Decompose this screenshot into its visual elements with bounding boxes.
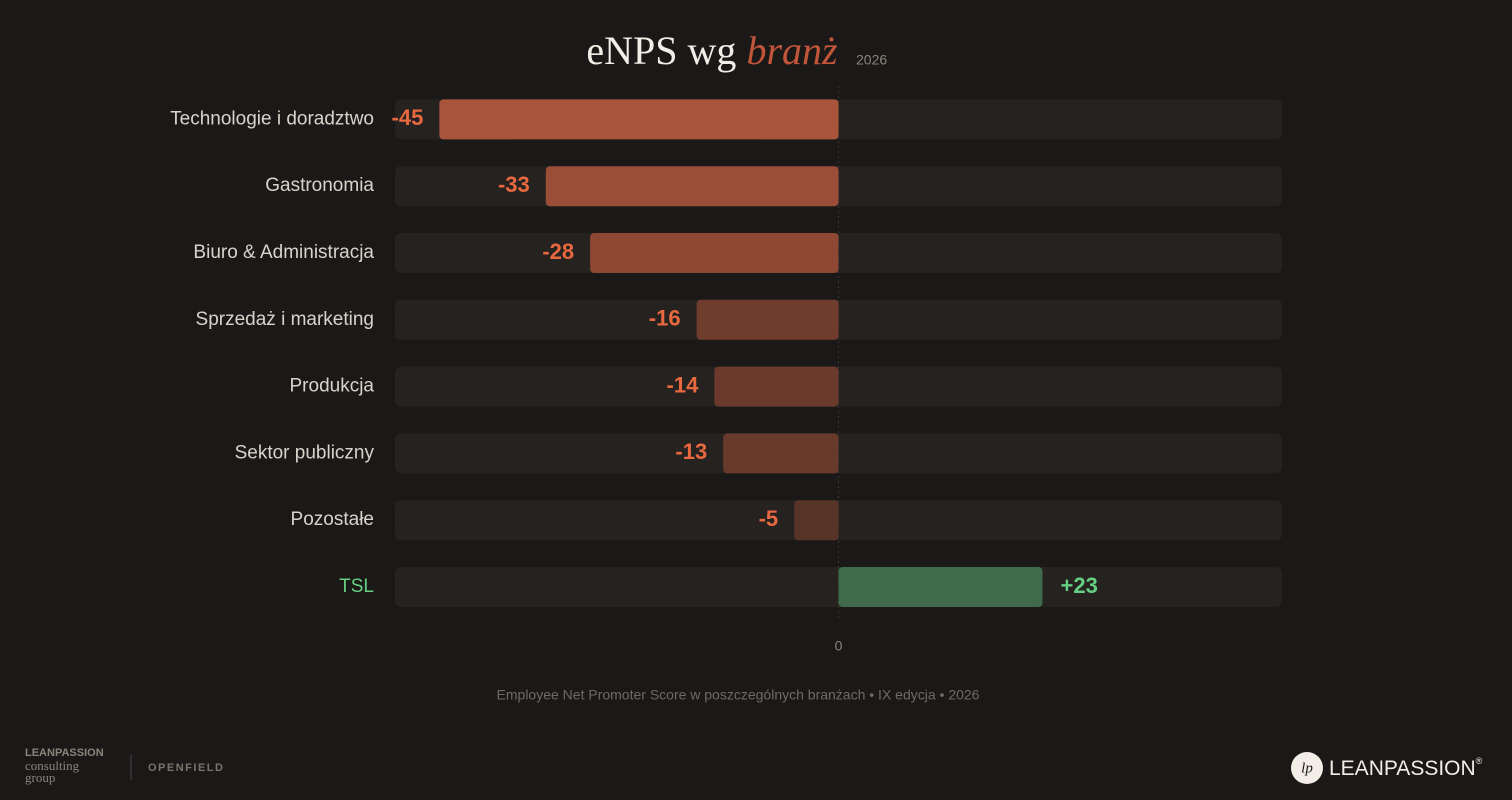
value-label: -13 [675, 439, 707, 464]
category-label: Technologie i doradztwo [170, 108, 374, 129]
title-year: 2026 [856, 52, 887, 68]
category-label: Gastronomia [265, 175, 374, 196]
caption: Employee Net Promoter Score w poszczegól… [497, 687, 980, 703]
plot-area: 0 Technologie i doradztwo -45 Gastronomia -3… [170, 86, 1282, 654]
logo-text: group [25, 770, 55, 785]
category-label: Sprzedaż i marketing [196, 309, 374, 330]
title-main: eNPS wg [586, 28, 736, 73]
value-label: -45 [392, 105, 424, 130]
value-label: -5 [759, 506, 779, 531]
logo-text: consulting [25, 758, 80, 773]
value-label: -33 [498, 172, 530, 197]
logo-word: LEANPASSION [1329, 757, 1476, 780]
logo-icon-text: lp [1301, 760, 1313, 776]
value-label: +23 [1061, 573, 1098, 598]
title-emphasis: branż [746, 28, 838, 73]
category-label: Biuro & Administracja [193, 242, 374, 263]
bar [439, 99, 839, 140]
partner-logo: OPENFIELD [148, 762, 224, 774]
bar [838, 567, 1043, 607]
category-label: Produkcja [290, 376, 375, 397]
category-label: Pozostałe [291, 509, 374, 530]
bar [723, 433, 839, 474]
category-label: Sektor publiczny [235, 442, 375, 463]
bar [590, 233, 839, 273]
value-label: -16 [649, 306, 681, 331]
bar [794, 500, 839, 541]
bar [545, 166, 839, 207]
logo-text: LEANPASSION [25, 747, 104, 759]
logo-icon [1291, 752, 1323, 784]
logo-text: LEANPASSION® [1329, 756, 1483, 779]
category-label: TSL [339, 576, 374, 597]
value-label: -28 [542, 239, 574, 264]
footer-right-logo: lp LEANPASSION® [1291, 752, 1483, 784]
bar [714, 366, 839, 407]
logo-mark: ® [1476, 756, 1483, 766]
value-label: -14 [667, 372, 700, 397]
bar [696, 299, 839, 340]
footer-left-logo: LEANPASSION consulting group OPENFIELD [25, 747, 224, 785]
chart-title: eNPS wg branż [586, 28, 838, 73]
x-tick-label: 0 [835, 638, 843, 654]
